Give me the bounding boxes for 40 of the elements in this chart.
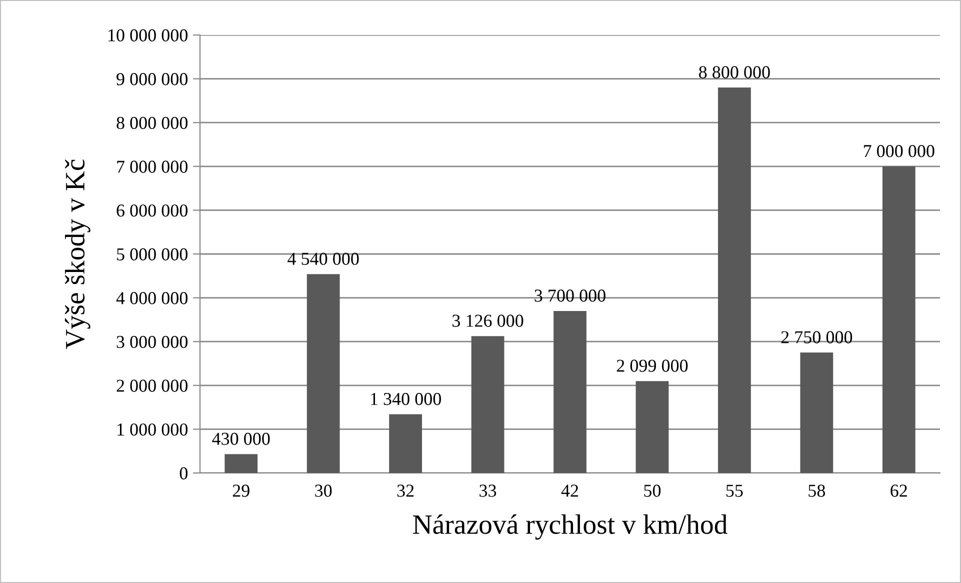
y-tick-label: 6 000 000 xyxy=(116,204,188,217)
y-tick-label: 2 000 000 xyxy=(116,380,188,392)
bar xyxy=(718,88,751,473)
bar xyxy=(471,336,504,473)
x-axis-title: Nárazová rychlost v km/hod xyxy=(413,514,728,540)
x-tick-label: 30 xyxy=(315,484,332,497)
x-tick-label: 50 xyxy=(644,484,661,497)
x-tick-label: 62 xyxy=(890,484,907,497)
data-label: 430 000 xyxy=(212,432,270,445)
bar xyxy=(389,414,422,473)
y-tick-label: 9 000 000 xyxy=(116,73,188,86)
y-tick-label: 4 000 000 xyxy=(116,292,188,304)
y-tick-label: 7 000 000 xyxy=(117,160,188,173)
bar xyxy=(306,274,340,473)
data-label: 3 126 000 xyxy=(452,314,524,327)
y-tick-label: 10 000 000 xyxy=(108,29,188,42)
bar xyxy=(636,381,669,473)
x-tick-label: 29 xyxy=(232,484,250,497)
data-label: 2 750 000 xyxy=(781,331,852,344)
data-label: 1 340 000 xyxy=(371,392,441,406)
y-axis-title: Výše škody v Kč xyxy=(64,160,90,349)
bar xyxy=(224,454,258,473)
x-tick-label: 33 xyxy=(480,484,496,497)
data-label: 2 099 000 xyxy=(616,360,688,372)
y-tick-label: 5 000 000 xyxy=(117,248,188,260)
bar xyxy=(882,166,916,473)
data-label: 3 700 000 xyxy=(534,290,606,302)
y-tick-label: 0 xyxy=(180,467,188,480)
bar xyxy=(554,310,586,473)
x-tick-label: 55 xyxy=(726,484,743,497)
data-label: 8 800 000 xyxy=(699,66,770,78)
y-tick-label: 1 000 000 xyxy=(118,423,188,436)
x-tick-label: 32 xyxy=(397,484,414,497)
y-tick-label: 8 000 000 xyxy=(116,116,188,130)
x-tick-label: 42 xyxy=(561,484,578,497)
data-label: 7 000 000 xyxy=(864,144,934,158)
data-label: 4 540 000 xyxy=(288,252,359,265)
x-tick-label: 58 xyxy=(808,484,826,497)
bar xyxy=(800,352,834,473)
y-tick-label: 3 000 000 xyxy=(116,336,188,348)
